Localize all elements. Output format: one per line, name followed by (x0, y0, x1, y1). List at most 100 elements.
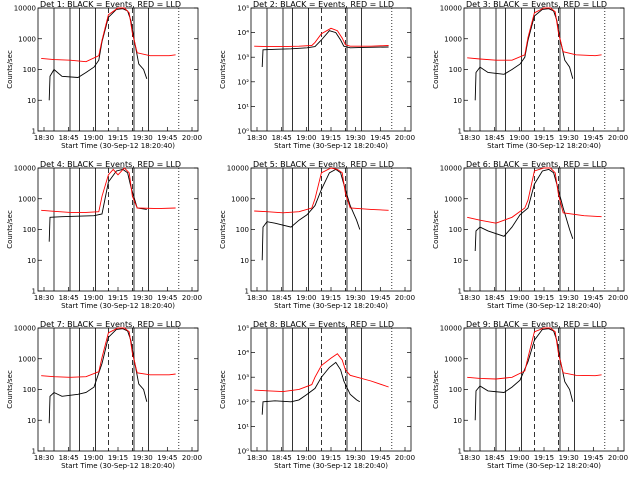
x-tick-label: 19:00 (509, 454, 529, 462)
panel-title: Det 5: BLACK = Events, RED = LLD (253, 160, 394, 169)
panel-title: Det 9: BLACK = Events, RED = LLD (466, 320, 607, 329)
series-line-events (261, 361, 361, 415)
x-tick-label: 20:00 (608, 294, 628, 302)
plot-frame (250, 327, 412, 452)
series-line-events (48, 8, 148, 101)
x-tick-label: 19:15 (321, 454, 341, 462)
x-tick-label: 19:45 (370, 454, 390, 462)
x-tick-label: 18:45 (59, 294, 79, 302)
x-tick-label: 20:00 (182, 134, 202, 142)
series-line-lld (254, 353, 389, 393)
panel-det-5: Det 5: BLACK = Events, RED = LLD 1 10 100 10… (219, 160, 415, 310)
y-tick-label: 10000 (440, 165, 462, 173)
y-tick-label: 1 (245, 288, 249, 296)
x-tick-label: 18:30 (247, 454, 267, 462)
x-tick-label: 19:30 (133, 134, 153, 142)
y-tick-label: 1000 (18, 355, 36, 363)
x-tick-label: 18:30 (247, 134, 267, 142)
x-tick-label: 19:15 (108, 294, 128, 302)
x-tick-label: 19:00 (296, 134, 316, 142)
plot-frame (463, 327, 625, 452)
x-tick-label: 20:00 (608, 454, 628, 462)
series-line-lld (41, 327, 176, 378)
x-tick-label: 19:00 (509, 294, 529, 302)
y-tick-label: 10³ (237, 374, 249, 382)
x-tick-label: 19:45 (583, 454, 603, 462)
x-tick-label: 19:30 (346, 134, 366, 142)
x-tick-label: 19:30 (559, 294, 579, 302)
y-tick-label: 10⁰ (237, 128, 249, 136)
plot-frame (250, 7, 412, 132)
series-line-lld (254, 167, 389, 214)
panel-det-1: Det 1: BLACK = Events, RED = LLD 1 10 100 10… (6, 0, 202, 150)
y-tick-label: 10⁵ (237, 325, 249, 333)
panel-title: Det 3: BLACK = Events, RED = LLD (466, 0, 607, 9)
y-tick-label: 10 (453, 257, 462, 265)
y-axis-label: Counts/sec (432, 210, 440, 249)
plot-frame (37, 167, 199, 292)
x-tick-label: 18:45 (59, 454, 79, 462)
panel-title: Det 2: BLACK = Events, RED = LLD (253, 0, 394, 9)
x-tick-label: 20:00 (608, 134, 628, 142)
x-tick-label: 18:30 (34, 454, 54, 462)
y-tick-label: 100 (449, 226, 462, 234)
y-axis-label: Counts/sec (6, 370, 14, 409)
x-tick-label: 18:45 (485, 134, 505, 142)
x-tick-label: 19:15 (321, 134, 341, 142)
x-axis-label: Start Time (30-Sep-12 18:20:40) (487, 142, 601, 150)
x-tick-label: 19:00 (83, 454, 103, 462)
x-tick-label: 19:15 (534, 134, 554, 142)
x-tick-label: 19:30 (346, 454, 366, 462)
panel-title: Det 6: BLACK = Events, RED = LLD (466, 160, 607, 169)
x-tick-label: 19:45 (157, 134, 177, 142)
series-line-lld (467, 7, 602, 61)
y-tick-label: 10 (453, 417, 462, 425)
y-tick-label: 1000 (444, 35, 462, 43)
panel-det-2: Det 2: BLACK = Events, RED = LLD 10⁰ 10¹ 10… (219, 0, 415, 150)
x-tick-label: 18:45 (272, 294, 292, 302)
y-tick-label: 10 (240, 257, 249, 265)
y-tick-label: 10 (27, 417, 36, 425)
x-tick-label: 18:30 (460, 454, 480, 462)
y-tick-label: 1 (458, 448, 462, 456)
y-tick-label: 1 (458, 128, 462, 136)
x-tick-label: 19:15 (534, 454, 554, 462)
panel-title: Det 4: BLACK = Events, RED = LLD (40, 160, 181, 169)
panel-title: Det 8: BLACK = Events, RED = LLD (253, 320, 394, 329)
y-tick-label: 10000 (440, 325, 462, 333)
plot-frame (37, 327, 199, 452)
y-axis-label: Counts/sec (6, 50, 14, 89)
x-axis-label: Start Time (30-Sep-12 18:20:40) (487, 462, 601, 470)
x-tick-label: 18:45 (485, 454, 505, 462)
y-axis-label: Counts/sec (432, 370, 440, 409)
x-tick-label: 19:45 (370, 294, 390, 302)
series-line-events (474, 168, 574, 252)
y-axis-label: Counts/sec (219, 370, 227, 409)
y-tick-label: 100 (236, 226, 249, 234)
x-axis-label: Start Time (30-Sep-12 18:20:40) (61, 142, 175, 150)
y-tick-label: 100 (23, 66, 36, 74)
series-line-events (261, 30, 389, 68)
y-axis-label: Counts/sec (432, 50, 440, 89)
y-tick-label: 1000 (18, 35, 36, 43)
plot-frame (463, 167, 625, 292)
x-tick-label: 18:45 (272, 134, 292, 142)
y-axis-label: Counts/sec (219, 50, 227, 89)
y-tick-label: 1000 (231, 195, 249, 203)
panel-det-8: Det 8: BLACK = Events, RED = LLD 10⁰ 10¹ 10… (219, 320, 415, 470)
x-tick-label: 20:00 (395, 134, 415, 142)
x-axis-label: Start Time (30-Sep-12 18:20:40) (274, 462, 388, 470)
x-axis-label: Start Time (30-Sep-12 18:20:40) (274, 142, 388, 150)
panel-det-4: Det 4: BLACK = Events, RED = LLD 1 10 100 10… (6, 160, 202, 310)
y-tick-label: 10⁵ (237, 5, 249, 13)
y-tick-label: 10² (237, 78, 249, 86)
x-tick-label: 19:30 (559, 134, 579, 142)
x-tick-label: 18:30 (34, 134, 54, 142)
panel-det-3: Det 3: BLACK = Events, RED = LLD 1 10 100 10… (432, 0, 628, 150)
panel-det-6: Det 6: BLACK = Events, RED = LLD 1 10 100 10… (432, 160, 628, 310)
x-tick-label: 19:45 (157, 454, 177, 462)
series-line-lld (41, 7, 176, 63)
series-line-events (474, 8, 574, 101)
y-axis-label: Counts/sec (6, 210, 14, 249)
